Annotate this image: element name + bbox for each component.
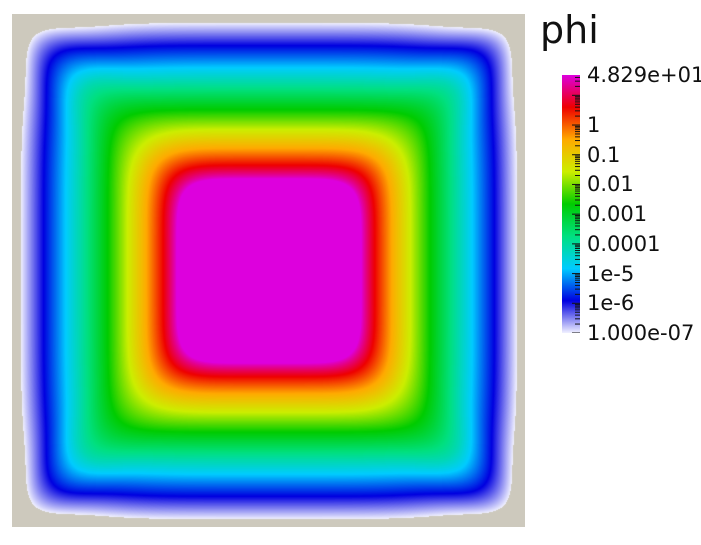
colorbar-label: 0.001 <box>587 202 648 227</box>
legend-title: phi <box>540 8 599 52</box>
colorbar-gradient <box>562 75 580 333</box>
colorbar-label: 1e-5 <box>587 261 635 286</box>
colorbar-ticks <box>572 76 580 333</box>
colorbar-label: 0.1 <box>587 142 621 167</box>
phi-field-render <box>12 14 525 527</box>
colorbar-label: 1 <box>587 113 601 138</box>
field-plot[interactable] <box>12 14 525 527</box>
colorbar-label: 4.829e+01 <box>587 63 701 87</box>
colorbar-label: 0.01 <box>587 172 634 197</box>
colorbar-label: 1e-6 <box>587 291 635 316</box>
colorbar-fill <box>562 75 580 333</box>
colorbar-label: 0.0001 <box>587 231 661 256</box>
colorbar-label: 1.000e-07 <box>587 321 695 345</box>
colorbar <box>562 75 580 333</box>
